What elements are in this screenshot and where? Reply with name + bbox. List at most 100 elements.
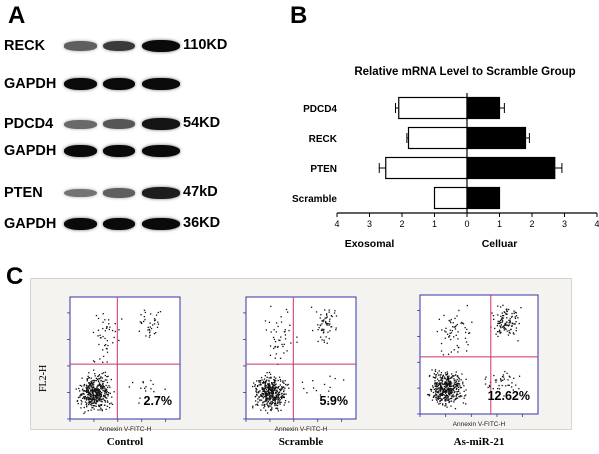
cell-dot — [276, 407, 278, 409]
cell-dot — [512, 389, 514, 391]
blot-band — [64, 145, 97, 157]
dot-plot-2: 12.62% Annexin V-FITC-H — [417, 294, 539, 428]
cell-dot — [448, 378, 450, 381]
cell-dot — [87, 410, 89, 412]
x-tick-label: 2 — [529, 219, 534, 229]
cell-dot — [273, 384, 275, 386]
cell-dot — [257, 391, 260, 394]
cell-dot — [81, 385, 83, 387]
cell-dot — [275, 331, 277, 333]
cell-dot — [105, 327, 108, 329]
cell-dot — [447, 398, 449, 400]
cell-dot — [268, 392, 270, 394]
cell-dot — [95, 395, 97, 397]
cell-dot — [95, 402, 97, 405]
cell-dot — [451, 330, 453, 332]
cell-dot — [152, 383, 154, 385]
cell-dot — [503, 327, 506, 329]
cell-dot — [94, 391, 97, 393]
cell-dot — [458, 377, 460, 379]
cell-dot — [288, 387, 290, 389]
cell-dot — [270, 331, 272, 333]
cell-dot — [465, 331, 467, 334]
cell-dot — [109, 326, 111, 328]
cell-dot — [444, 382, 446, 384]
cell-dot — [143, 316, 145, 318]
cell-dot — [271, 408, 273, 410]
cell-dot — [467, 344, 469, 346]
cell-dot — [287, 311, 289, 313]
cell-dot — [265, 380, 267, 382]
cell-dot — [140, 314, 142, 316]
cell-dot — [256, 403, 258, 405]
cell-dot — [106, 393, 108, 395]
cell-dot — [265, 381, 267, 383]
cell-dot — [440, 392, 443, 395]
cell-dot — [150, 327, 153, 330]
cell-dot — [463, 397, 465, 399]
cell-dot — [433, 388, 435, 391]
cell-dot — [265, 409, 267, 412]
cell-dot — [106, 340, 108, 342]
cell-dot — [511, 316, 513, 318]
cell-dot — [103, 355, 105, 358]
cell-dot — [95, 401, 97, 403]
cell-dot — [99, 392, 101, 394]
cell-dot — [93, 387, 95, 389]
cell-dot — [456, 393, 458, 395]
cell-dot — [263, 380, 265, 382]
cell-dot — [444, 337, 446, 339]
cell-dot — [448, 398, 450, 401]
cell-dot — [102, 380, 104, 383]
cell-dot — [437, 391, 439, 393]
cell-dot — [456, 344, 458, 347]
cell-dot — [437, 397, 439, 399]
cell-dot — [465, 378, 467, 380]
category-label: PDCD4 — [303, 104, 337, 115]
cell-dot — [159, 311, 162, 313]
cell-dot — [499, 332, 501, 334]
cell-dot — [446, 383, 449, 385]
cell-dot — [440, 388, 443, 390]
cell-dot — [100, 385, 102, 387]
cell-dot — [283, 404, 285, 406]
cell-dot — [274, 404, 276, 407]
cell-dot — [499, 330, 501, 332]
cell-dot — [252, 405, 254, 407]
cell-dot — [447, 379, 450, 382]
cell-dot — [100, 387, 102, 389]
cell-dot — [442, 377, 444, 380]
cell-dot — [271, 401, 273, 403]
cell-dot — [275, 386, 277, 388]
cell-dot — [504, 311, 506, 314]
cell-dot — [444, 405, 446, 407]
cell-dot — [448, 390, 450, 392]
cell-dot — [108, 385, 110, 387]
cell-dot — [272, 390, 275, 392]
cell-dot — [449, 394, 451, 396]
cell-dot — [434, 380, 436, 382]
cell-dot — [503, 314, 505, 317]
cell-dot — [83, 393, 85, 395]
cell-dot — [296, 341, 298, 343]
cell-dot — [99, 398, 102, 400]
cell-dot — [440, 385, 443, 388]
cell-dot — [264, 385, 266, 388]
cell-dot — [77, 396, 80, 399]
cell-dot — [263, 388, 265, 390]
x-tick-label: 3 — [562, 219, 567, 229]
cell-dot — [87, 387, 89, 389]
cell-dot — [451, 382, 453, 384]
cell-dot — [281, 388, 283, 390]
cell-dot — [438, 397, 440, 399]
cell-dot — [86, 385, 88, 387]
cell-dot — [271, 394, 273, 396]
cell-dot — [280, 336, 282, 338]
cell-dot — [97, 335, 99, 337]
cell-dot — [274, 402, 276, 404]
cell-dot — [454, 328, 457, 330]
cell-dot — [84, 390, 86, 392]
cell-dot — [440, 372, 443, 374]
flow-caption-1: Scramble — [278, 436, 324, 448]
cell-dot — [500, 322, 502, 324]
